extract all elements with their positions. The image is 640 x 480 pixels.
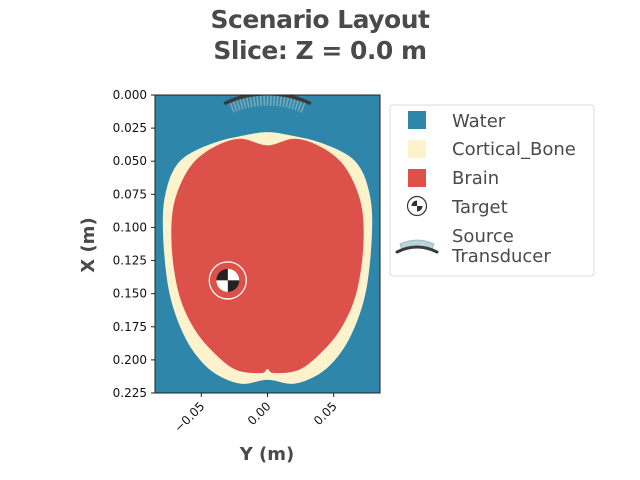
legend-label-water: Water bbox=[452, 111, 506, 132]
y-tick-label: 0.125 bbox=[113, 254, 147, 268]
beam-line bbox=[282, 95, 286, 108]
legend-label-transducer: Transducer bbox=[451, 246, 551, 267]
y-axis-ticks: 0.000 0.025 0.050 0.075 0.100 0.125 0.150 0.175… bbox=[113, 88, 155, 400]
y-tick-label: 0.100 bbox=[113, 220, 147, 234]
legend-label-brain: Brain bbox=[452, 168, 499, 189]
beam-line bbox=[291, 97, 297, 110]
beam-line bbox=[288, 96, 293, 109]
legend-transducer-icon bbox=[395, 239, 439, 254]
beam-line bbox=[235, 98, 241, 111]
target-quadrant bbox=[227, 268, 240, 281]
y-tick-label: 0.150 bbox=[113, 287, 147, 301]
target-quadrant bbox=[216, 280, 228, 292]
x-axis-ticks: −0.05 0.00 0.05 bbox=[172, 393, 340, 435]
target-marker bbox=[208, 261, 247, 300]
beam-line bbox=[285, 95, 290, 108]
plot-area bbox=[154, 94, 381, 394]
x-tick-label: 0.05 bbox=[311, 399, 340, 428]
y-tick-label: 0.000 bbox=[113, 88, 147, 102]
y-tick-label: 0.225 bbox=[113, 386, 147, 400]
legend-label-source: Source bbox=[452, 226, 514, 247]
beam-line bbox=[276, 95, 279, 107]
y-tick-label: 0.200 bbox=[113, 353, 147, 367]
target-quadrant bbox=[216, 268, 228, 281]
beam-line bbox=[245, 95, 250, 108]
y-axis-label: X (m) bbox=[78, 217, 99, 272]
beam-line bbox=[228, 100, 235, 113]
beam-line bbox=[294, 98, 300, 111]
legend-swatch-brain bbox=[408, 169, 426, 187]
legend: Water Cortical_Bone Brain Target Source … bbox=[389, 104, 595, 277]
beam-line bbox=[259, 95, 263, 107]
x-tick-label: −0.05 bbox=[172, 399, 208, 435]
target-quadrant bbox=[227, 280, 240, 292]
target-ring bbox=[208, 261, 247, 300]
legend-label-cortical-bone: Cortical_Bone bbox=[452, 139, 576, 160]
legend-box bbox=[389, 104, 595, 277]
brain-region bbox=[171, 138, 364, 374]
y-tick-label: 0.075 bbox=[113, 187, 147, 201]
beam-line bbox=[272, 95, 276, 107]
legend-target-icon bbox=[406, 195, 428, 217]
x-axis-label: Y (m) bbox=[239, 444, 295, 465]
legend-swatch-water bbox=[408, 111, 426, 129]
beam-line bbox=[249, 95, 253, 108]
beam-line bbox=[297, 99, 303, 112]
transducer-beam bbox=[228, 95, 307, 113]
beam-line bbox=[300, 100, 307, 113]
legend-label-target: Target bbox=[451, 197, 508, 218]
beam-line bbox=[232, 99, 238, 112]
beam-line bbox=[252, 95, 256, 107]
legend-swatch-cortical-bone bbox=[408, 140, 426, 158]
beam-line bbox=[256, 95, 259, 107]
y-tick-label: 0.025 bbox=[113, 121, 147, 135]
beam-line bbox=[279, 95, 283, 107]
chart-title: Scenario Layout bbox=[210, 5, 430, 34]
y-tick-label: 0.050 bbox=[113, 154, 147, 168]
beam-line bbox=[238, 97, 244, 110]
chart-subtitle: Slice: Z = 0.0 m bbox=[213, 36, 427, 65]
beam-line bbox=[242, 96, 247, 109]
x-tick-label: 0.00 bbox=[245, 399, 274, 428]
y-tick-label: 0.175 bbox=[113, 320, 147, 334]
source-transducer-arc bbox=[223, 95, 312, 105]
